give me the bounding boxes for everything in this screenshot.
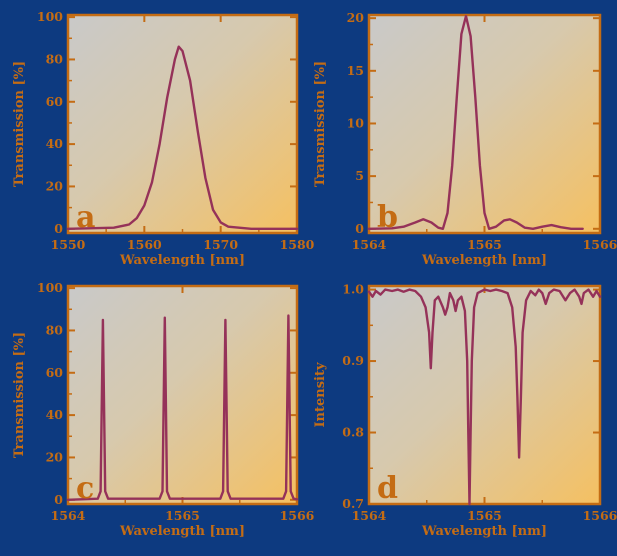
y-axis-label-c: Transmission [%] [12,332,27,458]
x-axis-label-c: Wavelength [nm] [119,524,245,539]
y-tick-label-b-3: 15 [347,63,364,78]
y-tick-label-c-0: 0 [54,492,63,507]
panel-d: 1564 1565 1566 0.7 0.8 0.9 1.0 d Wavelength [nm]… [313,282,617,539]
y-tick-label-d-1: 0.8 [342,425,364,440]
x-tick-label-d-1: 1565 [467,508,502,523]
x-tick-label-b-1: 1565 [467,237,502,252]
panel-letter-c: c [76,471,94,506]
panel-a: 1550 1560 1570 1580 0 20 40 60 80 100 a Wavelength … [12,9,315,268]
panel-letter-d: d [377,471,398,506]
plot-area-a [68,15,297,233]
x-tick-label-a-3: 1580 [280,237,315,252]
y-tick-label-c-2: 40 [46,407,64,422]
series-line-d [367,288,602,506]
y-axis-label-d: Intensity [313,362,328,428]
y-tick-label-b-1: 5 [355,168,364,183]
x-tick-label-c-0: 1564 [51,508,86,523]
x-tick-label-a-2: 1570 [203,237,238,252]
x-axis-label-d: Wavelength [nm] [421,524,547,539]
x-tick-label-a-1: 1560 [127,237,162,252]
x-tick-label-d-0: 1564 [352,508,387,523]
y-tick-label-a-4: 80 [46,51,64,66]
series-line-b [367,14,584,231]
x-tick-label-b-0: 1564 [352,237,387,252]
y-tick-label-b-4: 20 [347,10,365,25]
plot-area-c [68,286,297,504]
x-axis-label-a: Wavelength [nm] [119,253,245,268]
y-tick-label-d-2: 0.9 [342,353,364,368]
y-tick-label-b-2: 10 [347,115,365,130]
y-tick-label-d-3: 1.0 [342,282,364,297]
x-tick-label-c-2: 1566 [280,508,315,523]
y-tick-label-a-2: 40 [46,136,64,151]
y-axis-label-b: Transmission [%] [313,61,328,187]
y-tick-label-a-0: 0 [54,221,63,236]
x-tick-label-d-2: 1566 [583,508,617,523]
y-tick-label-b-0: 0 [355,221,364,236]
y-axis-label-a: Transmission [%] [12,61,27,187]
y-tick-label-c-5: 100 [37,280,63,295]
y-tick-label-a-3: 60 [46,94,64,109]
y-tick-label-c-4: 80 [46,322,64,337]
y-tick-label-d-0: 0.7 [342,496,364,511]
y-tick-label-a-1: 20 [46,178,64,193]
panel-b: 1564 1565 1566 0 5 10 15 20 b Wavelength [nm] Tran… [313,10,617,268]
y-tick-label-a-5: 100 [37,9,63,24]
panel-letter-b: b [377,200,398,235]
plot-area-d [369,286,600,504]
panel-c: 1564 1565 1566 0 20 40 60 80 100 c Wavelength [nm]… [12,280,315,539]
series-line-a [66,45,299,231]
x-tick-label-a-0: 1550 [51,237,86,252]
panel-letter-a: a [76,200,95,235]
y-tick-label-c-1: 20 [46,449,64,464]
y-tick-label-c-3: 60 [46,365,64,380]
plot-area-b [369,15,600,233]
x-axis-label-b: Wavelength [nm] [421,253,547,268]
panels-group: 1550 1560 1570 1580020406080100aWavelength … [12,9,617,539]
x-tick-label-b-2: 1566 [583,237,617,252]
x-tick-label-c-1: 1565 [165,508,200,523]
series-line-c [66,314,299,501]
